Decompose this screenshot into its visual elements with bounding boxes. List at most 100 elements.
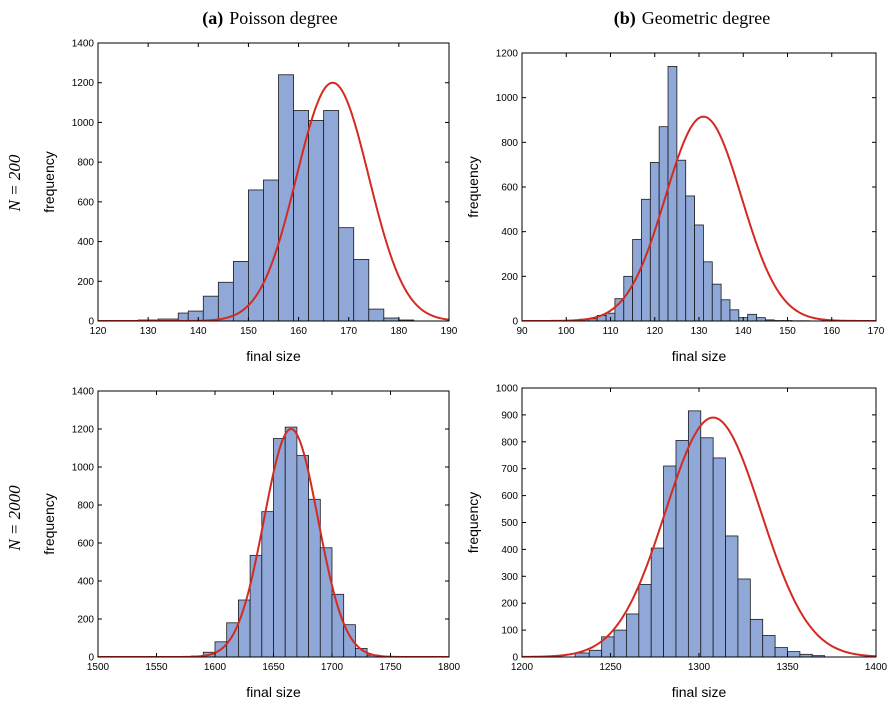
histogram-bar [676, 159, 687, 321]
x-tick-label: 120 [646, 326, 663, 337]
x-tick-label: 130 [140, 326, 157, 337]
x-tick-label: 160 [823, 326, 840, 337]
y-tick-label: 1200 [72, 425, 95, 436]
y-tick-label: 900 [501, 410, 518, 421]
histogram-bar [749, 618, 764, 657]
histogram-bar [588, 649, 603, 657]
x-tick-label: 1750 [379, 662, 402, 673]
y-axis-label: frequency [41, 493, 57, 554]
x-tick-label: 140 [735, 326, 752, 337]
histogram-bar [700, 437, 714, 657]
histogram-bar [650, 547, 665, 657]
histogram-bar [249, 554, 263, 657]
y-tick-label: 0 [512, 317, 518, 328]
histogram-bar [720, 299, 731, 321]
column-letter-b: (b) [614, 8, 636, 29]
histogram-panel-2: 90 100 110 120 130 140 150 160 170 0 200 400 600 800 1… [465, 49, 885, 365]
x-tick-label: 90 [516, 326, 528, 337]
y-tick-label: 600 [501, 491, 518, 502]
x-tick-label: 130 [691, 326, 708, 337]
histogram-bar [663, 465, 677, 657]
histogram-bar [177, 312, 189, 321]
histogram-bar [756, 317, 766, 321]
x-tick-label: 1350 [776, 662, 799, 673]
histogram-bar [623, 275, 634, 321]
histogram-bar [261, 511, 274, 657]
x-axis-label: final size [672, 348, 727, 364]
histogram-bar [613, 629, 627, 657]
y-axis-label: frequency [41, 151, 57, 212]
x-tick-label: 1650 [262, 662, 285, 673]
histogram-bar [787, 651, 801, 657]
histogram-bar [703, 261, 713, 321]
histogram-panel-1: 120 130 140 150 160 170 180 190 0 200 400 600 800 100… [41, 39, 458, 365]
y-tick-label: 0 [512, 653, 518, 664]
histogram-bar [187, 310, 204, 321]
x-tick-label: 1800 [438, 662, 461, 673]
x-tick-label: 150 [240, 326, 257, 337]
histogram-bar [737, 578, 751, 657]
histogram-bar [284, 426, 298, 657]
x-tick-label: 1200 [511, 662, 534, 673]
histogram-bar [273, 438, 286, 657]
y-tick-label: 800 [501, 437, 518, 448]
histogram-bar [626, 613, 640, 657]
y-tick-label: 800 [501, 138, 518, 149]
y-tick-label: 800 [77, 501, 94, 512]
y-tick-label: 700 [501, 464, 518, 475]
x-tick-label: 120 [90, 326, 107, 337]
histogram-bar [711, 283, 722, 321]
histogram-bar [308, 120, 325, 321]
x-tick-label: 1500 [87, 662, 110, 673]
axes-frame [97, 42, 450, 322]
histogram-panel-3: 1500 1550 1600 1650 1700 1750 1800 0 200 400 600 80… [41, 387, 461, 701]
y-tick-label: 100 [501, 626, 518, 637]
fit-curve [98, 81, 449, 321]
y-tick-label: 1000 [496, 93, 519, 104]
histogram-bar [338, 227, 355, 321]
histogram-panel-4: 1200 1250 1300 1350 1400 0 100 200 300 400 500 600 7… [465, 384, 888, 701]
x-axis-label: final size [246, 348, 301, 364]
x-tick-label: 1400 [865, 662, 888, 673]
x-tick-label: 1300 [688, 662, 711, 673]
y-tick-label: 400 [501, 227, 518, 238]
column-label-a: Poisson degree [229, 8, 337, 28]
column-title-a: (a) Poisson degree [202, 8, 337, 29]
histogram-bar [638, 583, 652, 657]
y-tick-label: 0 [88, 653, 94, 664]
x-tick-label: 1600 [204, 662, 227, 673]
histogram-bar [641, 198, 651, 321]
y-tick-label: 600 [501, 183, 518, 194]
x-tick-label: 150 [779, 326, 796, 337]
histogram-bar [323, 110, 340, 321]
histogram-bar [811, 655, 826, 657]
y-tick-label: 200 [77, 615, 94, 626]
histogram-bar [353, 259, 370, 321]
histogram-bar [217, 281, 234, 321]
y-tick-label: 200 [501, 599, 518, 610]
x-tick-label: 1250 [599, 662, 622, 673]
x-tick-label: 1700 [321, 662, 344, 673]
x-tick-label: 190 [441, 326, 458, 337]
x-tick-label: 170 [340, 326, 357, 337]
x-tick-label: 1550 [145, 662, 168, 673]
x-tick-label: 180 [391, 326, 408, 337]
x-axis-label: final size [672, 684, 727, 700]
y-tick-label: 400 [77, 237, 94, 248]
y-tick-label: 400 [501, 545, 518, 556]
fit-curve [522, 416, 876, 657]
y-tick-label: 500 [501, 518, 518, 529]
histogram-bar [368, 308, 385, 321]
histogram-bar [685, 195, 695, 321]
bars [565, 66, 811, 321]
y-tick-label: 300 [501, 572, 518, 583]
y-axis-label: frequency [465, 156, 481, 217]
y-tick-label: 200 [77, 277, 94, 288]
y-tick-label: 600 [77, 539, 94, 550]
y-tick-label: 1000 [72, 463, 95, 474]
y-tick-label: 400 [77, 577, 94, 588]
y-tick-label: 800 [77, 158, 94, 169]
histogram-bar [729, 309, 740, 321]
x-tick-label: 170 [868, 326, 885, 337]
